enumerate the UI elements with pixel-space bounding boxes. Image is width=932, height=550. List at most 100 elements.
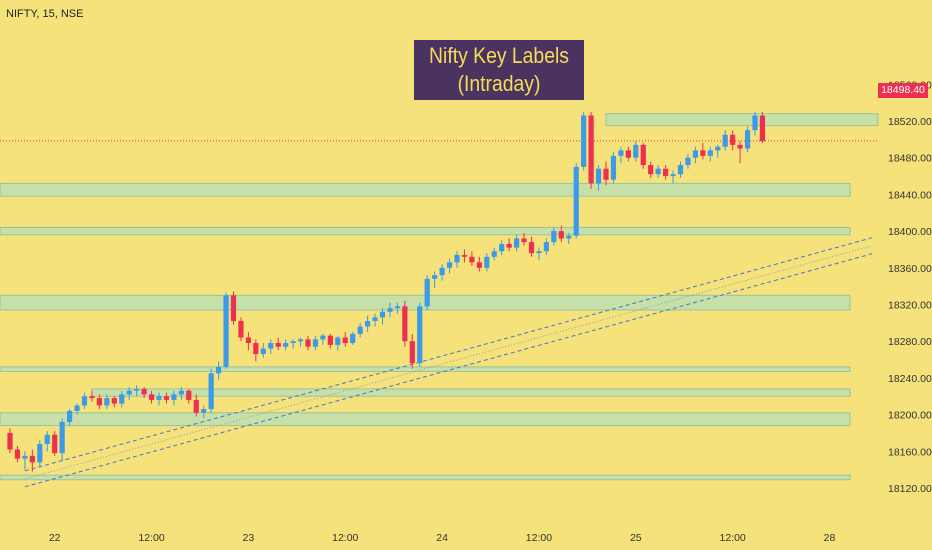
candle-up: [744, 130, 751, 149]
candle-down: [96, 398, 102, 406]
candle-up: [677, 165, 684, 175]
candle-up: [290, 341, 296, 344]
candle-up: [610, 155, 617, 180]
x-tick-label: 12:00: [332, 532, 358, 544]
candle-up: [417, 306, 423, 364]
candle-up: [551, 231, 557, 243]
candle-up: [335, 337, 341, 345]
x-tick-label: 12:00: [138, 532, 164, 544]
candle-up: [670, 174, 676, 177]
candle-down: [275, 343, 281, 347]
x-tick-label: 24: [436, 532, 448, 544]
candle-down: [409, 341, 415, 364]
candle-up: [432, 275, 438, 279]
chart-title-box: Nifty Key Labels (Intraday): [414, 40, 584, 100]
candle-up: [424, 278, 430, 307]
candle-down: [759, 115, 766, 142]
symbol-label: NIFTY, 15, NSE: [6, 8, 84, 20]
candle-up: [573, 166, 579, 236]
candle-up: [536, 251, 542, 254]
candle-up: [297, 339, 304, 342]
channel-boundary-line: [24, 237, 872, 472]
candle-up: [439, 267, 445, 276]
candle-up: [655, 168, 661, 175]
candle-up: [37, 443, 43, 463]
candle-down: [327, 335, 333, 345]
candle-up: [722, 134, 728, 147]
candle-up: [201, 409, 207, 413]
candle-up: [715, 146, 721, 151]
candle-up: [446, 262, 453, 268]
y-tick-label: 18320.00: [888, 300, 932, 312]
y-tick-label: 18280.00: [888, 336, 932, 348]
candle-down: [245, 337, 251, 344]
candle-down: [528, 242, 535, 254]
candle-up: [514, 238, 520, 248]
candle-down: [521, 238, 527, 243]
last-price-tag: 18498.40: [878, 83, 928, 98]
x-tick-label: 25: [630, 532, 642, 544]
y-tick-label: 18120.00: [888, 483, 932, 495]
candle-down: [148, 394, 155, 400]
y-tick-label: 18200.00: [888, 410, 932, 422]
candle-down: [603, 168, 609, 180]
x-tick-label: 12:00: [720, 532, 746, 544]
x-tick-label: 12:00: [526, 532, 552, 544]
candle-up: [752, 115, 758, 131]
y-tick-label: 18440.00: [888, 189, 932, 201]
candle-up: [171, 394, 177, 400]
candle-down: [163, 396, 170, 400]
support-resistance-zone: [0, 182, 851, 197]
candle-up: [387, 308, 393, 312]
candle-up: [685, 157, 691, 166]
candle-up: [454, 254, 460, 263]
candle-up: [595, 168, 602, 184]
candle-up: [44, 434, 50, 444]
candle-up: [126, 390, 132, 395]
candle-down: [663, 168, 669, 177]
channel-midline: [24, 245, 872, 480]
candle-down: [230, 295, 237, 322]
candle-down: [238, 321, 244, 338]
candle-down: [588, 115, 594, 184]
candle-up: [223, 295, 229, 367]
candle-down: [305, 339, 311, 347]
chart-title-line2: (Intraday): [457, 71, 541, 96]
candle-up: [81, 396, 88, 406]
y-tick-label: 18360.00: [888, 263, 932, 275]
candle-down: [640, 144, 646, 166]
candle-up: [320, 335, 326, 340]
candle-up: [484, 256, 490, 268]
candle-down: [648, 165, 654, 175]
chart-title-line1: Nifty Key Labels: [429, 43, 569, 68]
candle-up: [394, 306, 400, 309]
y-tick-label: 18160.00: [888, 446, 932, 458]
candle-up: [350, 333, 356, 344]
y-tick-label: 18400.00: [888, 226, 932, 238]
candle-up: [208, 373, 214, 410]
support-resistance-zone: [0, 226, 851, 236]
candle-up: [156, 396, 162, 400]
candle-up: [379, 311, 386, 318]
candle-down: [89, 396, 95, 399]
candle-down: [402, 306, 408, 342]
candle-down: [730, 134, 736, 145]
candle-up: [134, 388, 140, 391]
candle-up: [491, 251, 497, 257]
candle-up: [283, 343, 289, 347]
candle-down: [700, 150, 706, 156]
candle-up: [365, 321, 371, 327]
candle-down: [111, 398, 117, 404]
candle-down: [193, 399, 199, 413]
candle-down: [625, 150, 631, 158]
candle-down: [737, 144, 743, 149]
candle-up: [104, 398, 110, 406]
candle-up: [22, 455, 28, 459]
candle-down: [52, 434, 58, 454]
candle-down: [461, 254, 468, 257]
candle-up: [178, 390, 184, 395]
candle-down: [476, 262, 482, 268]
candle-up: [119, 394, 125, 404]
